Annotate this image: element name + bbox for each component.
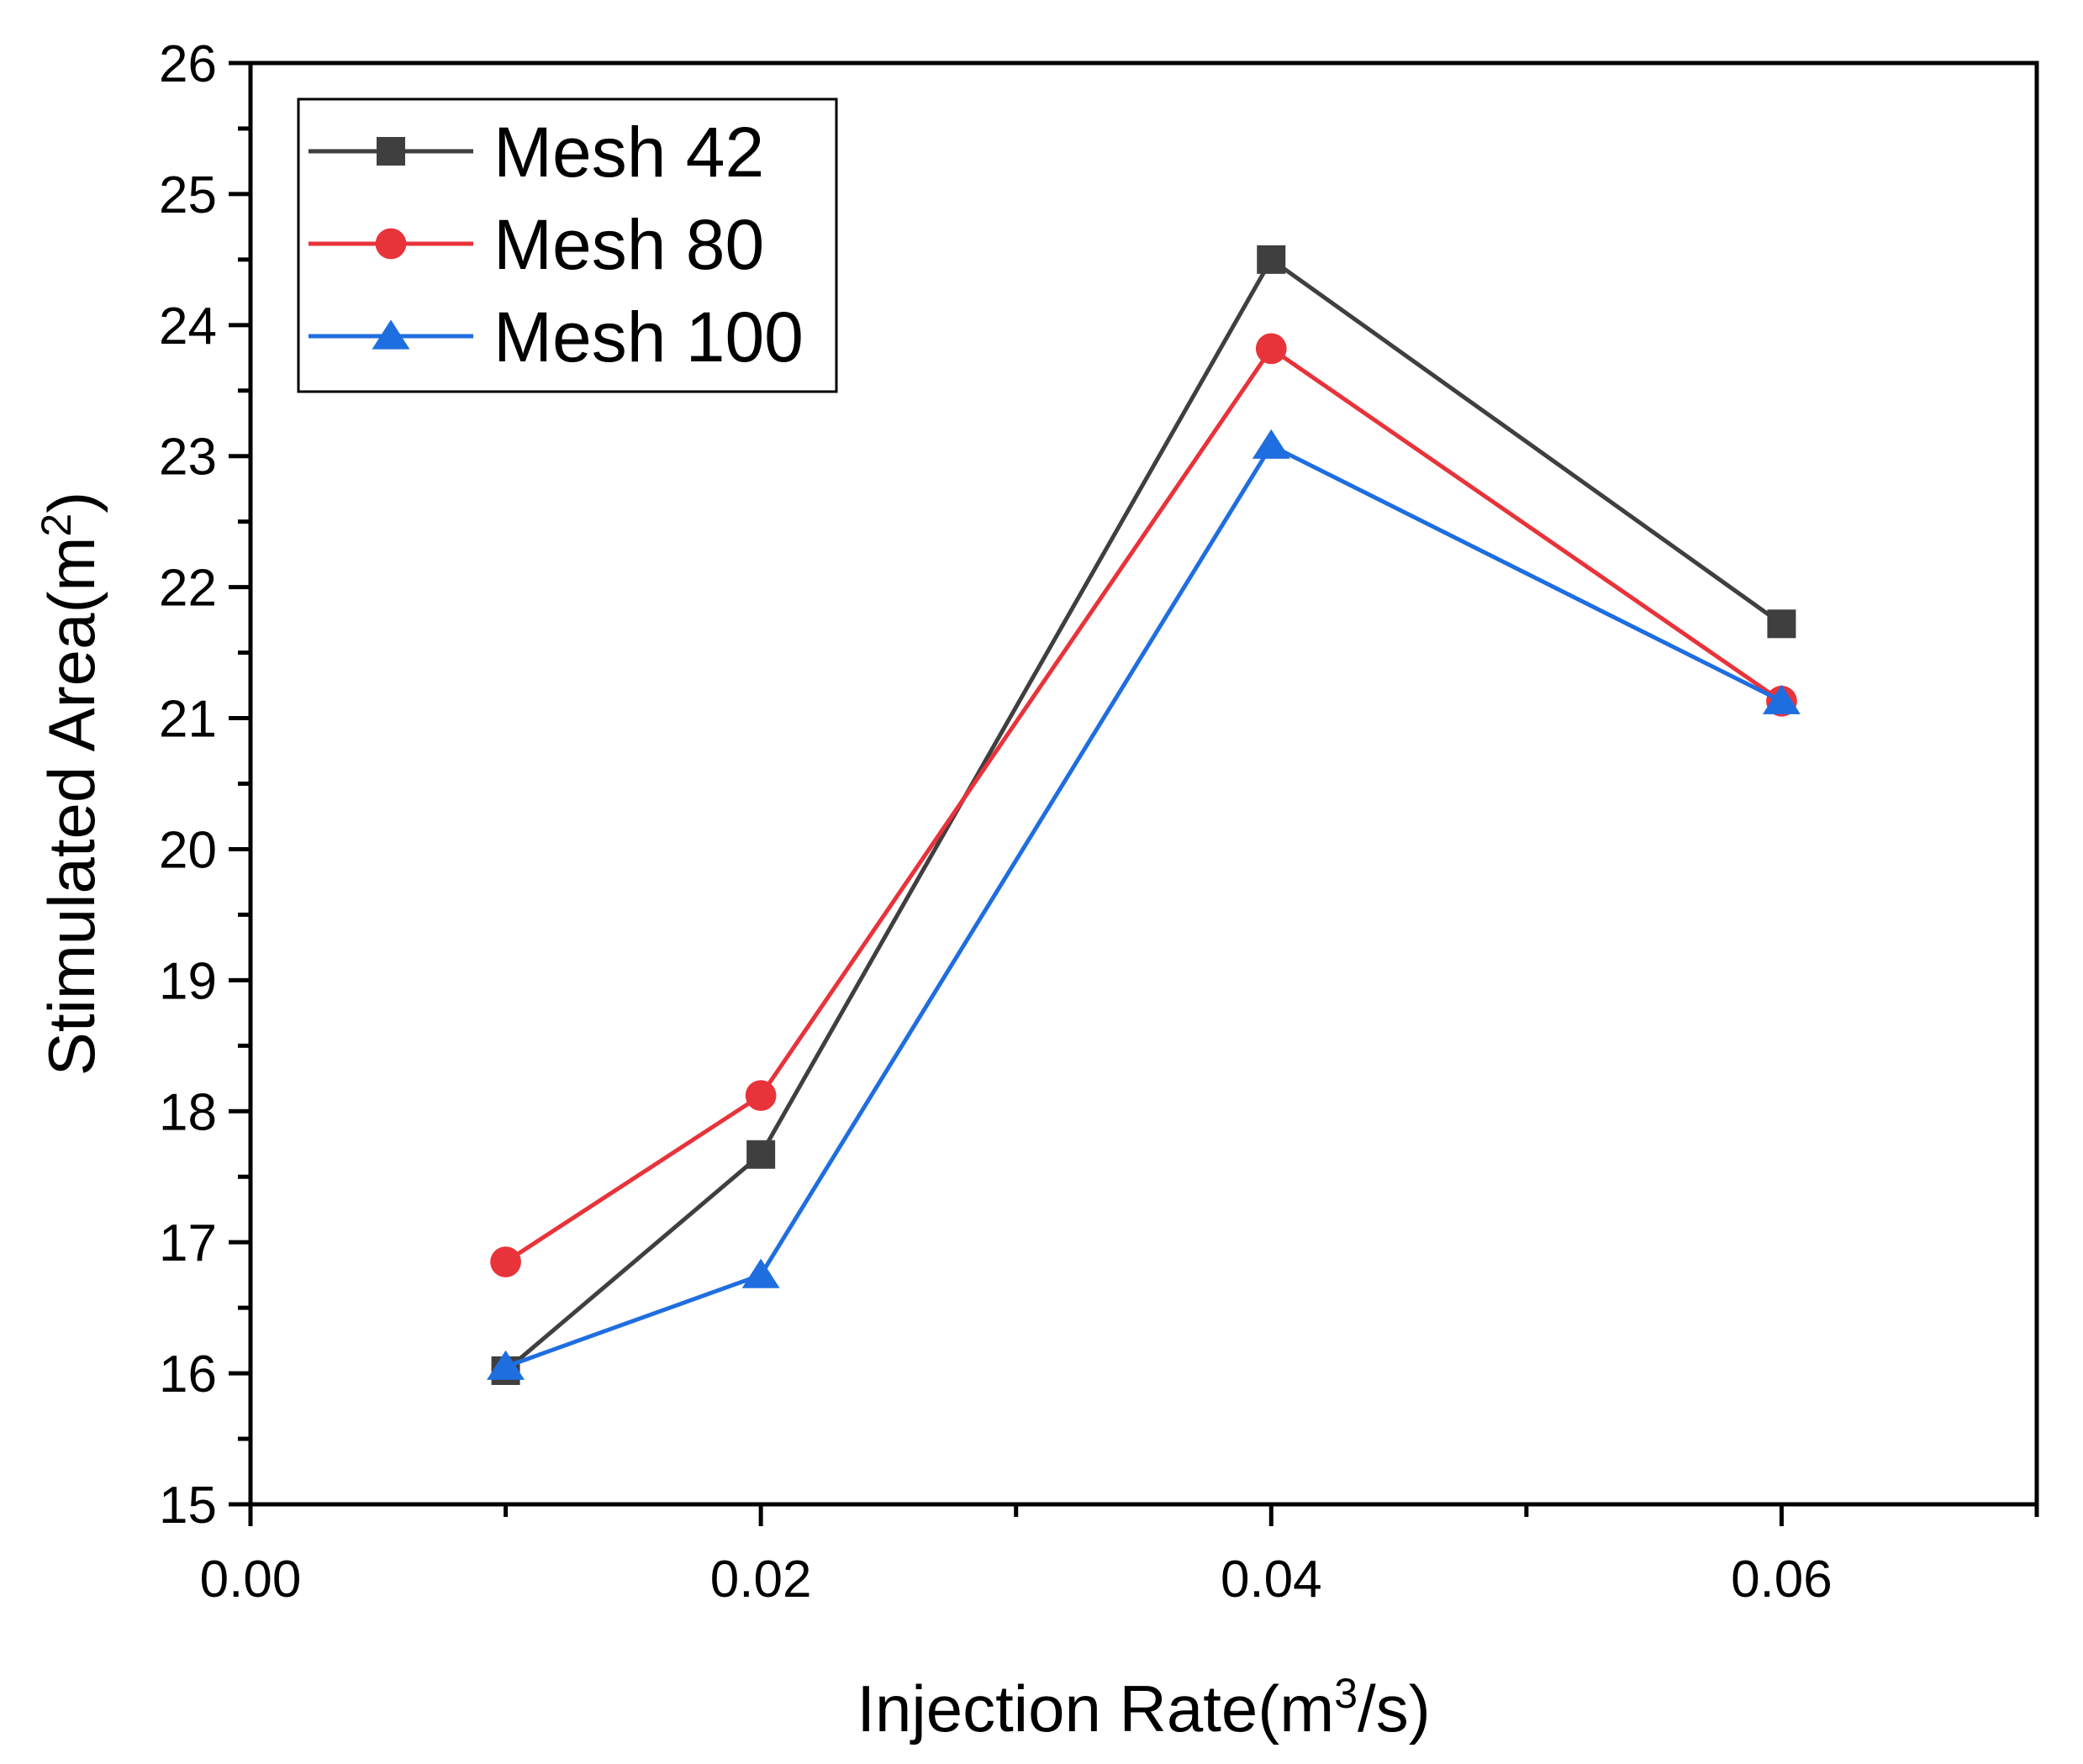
y-tick-label: 16	[159, 1345, 217, 1403]
y-tick-label: 21	[159, 691, 217, 749]
axis-ticks: 0.00 0.02 0.04 0.06 15 16 17 18 19 20 21 22 23 24 25 26	[159, 35, 2039, 1609]
series-line	[504, 257, 1783, 1372]
y-axis-title-superscript: 2	[33, 513, 80, 537]
legend-item: Mesh 42	[308, 113, 764, 192]
series-line	[504, 346, 1783, 1264]
y-tick-label: 26	[159, 35, 217, 93]
circle-marker	[1255, 333, 1287, 365]
series-layer	[487, 245, 1801, 1385]
series-mesh-80	[490, 333, 1797, 1277]
legend-label: Mesh 80	[493, 205, 764, 284]
square-marker	[1767, 609, 1796, 639]
legend-item: Mesh 80	[308, 205, 764, 284]
circle-marker	[375, 228, 407, 260]
y-tick-label: 19	[159, 952, 217, 1010]
y-tick-label: 25	[159, 166, 217, 224]
y-tick-label: 17	[159, 1214, 217, 1272]
plot-frame	[248, 61, 2039, 1507]
circle-marker	[745, 1080, 777, 1111]
x-axis-title-tail: /s)	[1358, 1672, 1431, 1746]
triangle-marker	[1762, 684, 1801, 714]
triangle-marker	[372, 319, 410, 350]
square-marker	[1257, 245, 1286, 274]
x-tick-label: 0.04	[1221, 1551, 1322, 1609]
y-axis-title-tail: )	[34, 492, 108, 513]
square-marker	[377, 137, 405, 166]
series-line	[504, 443, 1783, 1369]
x-tick-label: 0.00	[200, 1551, 302, 1609]
x-tick-label: 0.02	[710, 1551, 812, 1609]
square-marker	[746, 1140, 776, 1169]
legend: Mesh 42 Mesh 80 Mesh 100	[297, 97, 838, 393]
x-axis-title-main: Injection Rate(m	[857, 1672, 1334, 1746]
triangle-marker	[1252, 429, 1290, 459]
triangle-marker	[487, 1350, 525, 1380]
y-tick-label: 20	[159, 821, 217, 879]
series-mesh-42	[491, 245, 1796, 1385]
legend-label: Mesh 42	[493, 113, 764, 192]
y-tick-label: 18	[159, 1083, 217, 1141]
y-tick-label: 24	[159, 298, 217, 355]
legend-label: Mesh 100	[493, 298, 804, 376]
x-axis-title-superscript: 3	[1334, 1670, 1358, 1717]
y-tick-label: 23	[159, 429, 217, 487]
y-axis-title-main: Stimulated Area(m	[34, 537, 108, 1077]
circle-marker	[490, 1246, 521, 1277]
y-axis-title: Stimulated Area(m2)	[33, 492, 108, 1076]
y-tick-label: 22	[159, 560, 217, 618]
legend-item: Mesh 100	[308, 298, 804, 376]
x-tick-label: 0.06	[1731, 1551, 1833, 1609]
triangle-marker	[741, 1258, 780, 1288]
series-mesh-100	[487, 429, 1801, 1380]
y-tick-label: 15	[159, 1477, 217, 1535]
x-axis-title: Injection Rate(m3/s)	[857, 1670, 1430, 1746]
